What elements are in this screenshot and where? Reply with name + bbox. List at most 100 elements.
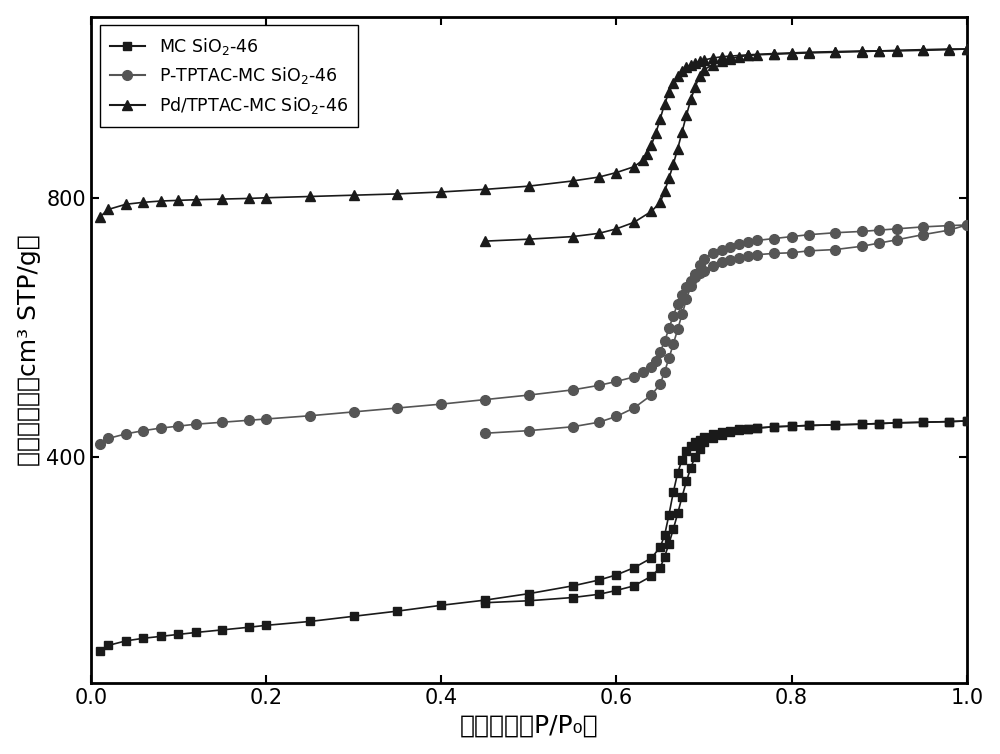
- Pd/TPTAC-MC SiO$_2$-46: [654, 115, 666, 124]
- Pd/TPTAC-MC SiO$_2$-46: [593, 173, 605, 182]
- Pd/TPTAC-MC SiO$_2$-46: [689, 58, 701, 67]
- MC SiO$_2$-46: [694, 435, 706, 444]
- P-TPTAC-MC SiO$_2$-46: [917, 230, 929, 239]
- MC SiO$_2$-46: [304, 617, 316, 626]
- MC SiO$_2$-46: [698, 433, 710, 442]
- Pd/TPTAC-MC SiO$_2$-46: [523, 182, 535, 191]
- P-TPTAC-MC SiO$_2$-46: [672, 299, 684, 308]
- P-TPTAC-MC SiO$_2$-46: [768, 249, 780, 258]
- P-TPTAC-MC SiO$_2$-46: [637, 368, 649, 377]
- MC SiO$_2$-46: [742, 425, 754, 434]
- Pd/TPTAC-MC SiO$_2$-46: [803, 48, 815, 57]
- MC SiO$_2$-46: [917, 418, 929, 427]
- Pd/TPTAC-MC SiO$_2$-46: [786, 48, 798, 57]
- Pd/TPTAC-MC SiO$_2$-46: [667, 78, 679, 87]
- P-TPTAC-MC SiO$_2$-46: [707, 262, 719, 271]
- Pd/TPTAC-MC SiO$_2$-46: [943, 44, 955, 54]
- P-TPTAC-MC SiO$_2$-46: [650, 356, 662, 365]
- P-TPTAC-MC SiO$_2$-46: [803, 247, 815, 256]
- MC SiO$_2$-46: [663, 510, 675, 520]
- P-TPTAC-MC SiO$_2$-46: [435, 400, 447, 409]
- Pd/TPTAC-MC SiO$_2$-46: [676, 66, 688, 75]
- MC SiO$_2$-46: [751, 424, 763, 433]
- Line: Pd/TPTAC-MC SiO$_2$-46: Pd/TPTAC-MC SiO$_2$-46: [95, 44, 971, 222]
- MC SiO$_2$-46: [348, 611, 360, 621]
- Pd/TPTAC-MC SiO$_2$-46: [716, 52, 728, 61]
- MC SiO$_2$-46: [260, 621, 272, 630]
- MC SiO$_2$-46: [645, 553, 657, 562]
- Pd/TPTAC-MC SiO$_2$-46: [260, 193, 272, 202]
- MC SiO$_2$-46: [803, 421, 815, 430]
- P-TPTAC-MC SiO$_2$-46: [676, 290, 688, 299]
- MC SiO$_2$-46: [94, 646, 106, 655]
- Pd/TPTAC-MC SiO$_2$-46: [663, 87, 675, 97]
- P-TPTAC-MC SiO$_2$-46: [751, 250, 763, 259]
- MC SiO$_2$-46: [120, 636, 132, 645]
- MC SiO$_2$-46: [593, 575, 605, 584]
- MC SiO$_2$-46: [689, 438, 701, 447]
- P-TPTAC-MC SiO$_2$-46: [628, 372, 640, 382]
- P-TPTAC-MC SiO$_2$-46: [873, 238, 885, 247]
- P-TPTAC-MC SiO$_2$-46: [102, 434, 114, 443]
- Pd/TPTAC-MC SiO$_2$-46: [768, 49, 780, 58]
- P-TPTAC-MC SiO$_2$-46: [680, 283, 692, 292]
- P-TPTAC-MC SiO$_2$-46: [724, 256, 736, 265]
- Pd/TPTAC-MC SiO$_2$-46: [94, 213, 106, 222]
- P-TPTAC-MC SiO$_2$-46: [698, 266, 710, 275]
- P-TPTAC-MC SiO$_2$-46: [856, 242, 868, 251]
- P-TPTAC-MC SiO$_2$-46: [216, 418, 228, 427]
- Pd/TPTAC-MC SiO$_2$-46: [742, 51, 754, 60]
- MC SiO$_2$-46: [391, 606, 403, 615]
- MC SiO$_2$-46: [672, 468, 684, 477]
- P-TPTAC-MC SiO$_2$-46: [733, 253, 745, 262]
- MC SiO$_2$-46: [891, 418, 903, 428]
- MC SiO$_2$-46: [856, 420, 868, 429]
- MC SiO$_2$-46: [172, 630, 184, 639]
- Y-axis label: 体积吸附量（cm³ STP/g）: 体积吸附量（cm³ STP/g）: [17, 234, 41, 466]
- P-TPTAC-MC SiO$_2$-46: [667, 311, 679, 320]
- MC SiO$_2$-46: [567, 581, 579, 590]
- P-TPTAC-MC SiO$_2$-46: [943, 225, 955, 234]
- P-TPTAC-MC SiO$_2$-46: [304, 411, 316, 420]
- P-TPTAC-MC SiO$_2$-46: [155, 424, 167, 433]
- P-TPTAC-MC SiO$_2$-46: [645, 363, 657, 372]
- Pd/TPTAC-MC SiO$_2$-46: [873, 47, 885, 56]
- MC SiO$_2$-46: [435, 601, 447, 610]
- P-TPTAC-MC SiO$_2$-46: [567, 385, 579, 394]
- Pd/TPTAC-MC SiO$_2$-46: [680, 63, 692, 72]
- P-TPTAC-MC SiO$_2$-46: [94, 439, 106, 448]
- Pd/TPTAC-MC SiO$_2$-46: [216, 195, 228, 204]
- MC SiO$_2$-46: [216, 625, 228, 634]
- P-TPTAC-MC SiO$_2$-46: [786, 248, 798, 257]
- MC SiO$_2$-46: [523, 589, 535, 598]
- P-TPTAC-MC SiO$_2$-46: [694, 269, 706, 278]
- Pd/TPTAC-MC SiO$_2$-46: [155, 197, 167, 206]
- MC SiO$_2$-46: [479, 596, 491, 605]
- Line: MC SiO$_2$-46: MC SiO$_2$-46: [96, 417, 971, 654]
- Pd/TPTAC-MC SiO$_2$-46: [567, 176, 579, 185]
- P-TPTAC-MC SiO$_2$-46: [479, 395, 491, 404]
- P-TPTAC-MC SiO$_2$-46: [689, 272, 701, 281]
- P-TPTAC-MC SiO$_2$-46: [137, 426, 149, 435]
- MC SiO$_2$-46: [733, 425, 745, 434]
- Pd/TPTAC-MC SiO$_2$-46: [724, 51, 736, 60]
- Pd/TPTAC-MC SiO$_2$-46: [641, 149, 653, 158]
- P-TPTAC-MC SiO$_2$-46: [593, 381, 605, 390]
- Pd/TPTAC-MC SiO$_2$-46: [243, 194, 255, 203]
- Pd/TPTAC-MC SiO$_2$-46: [435, 188, 447, 197]
- Pd/TPTAC-MC SiO$_2$-46: [685, 60, 697, 69]
- Pd/TPTAC-MC SiO$_2$-46: [120, 200, 132, 209]
- P-TPTAC-MC SiO$_2$-46: [742, 252, 754, 261]
- P-TPTAC-MC SiO$_2$-46: [391, 403, 403, 412]
- P-TPTAC-MC SiO$_2$-46: [891, 235, 903, 244]
- P-TPTAC-MC SiO$_2$-46: [716, 258, 728, 267]
- MC SiO$_2$-46: [961, 416, 973, 425]
- Pd/TPTAC-MC SiO$_2$-46: [707, 54, 719, 63]
- P-TPTAC-MC SiO$_2$-46: [348, 407, 360, 416]
- Pd/TPTAC-MC SiO$_2$-46: [628, 162, 640, 171]
- Pd/TPTAC-MC SiO$_2$-46: [304, 192, 316, 201]
- Line: P-TPTAC-MC SiO$_2$-46: P-TPTAC-MC SiO$_2$-46: [95, 220, 972, 449]
- P-TPTAC-MC SiO$_2$-46: [610, 377, 622, 386]
- P-TPTAC-MC SiO$_2$-46: [685, 277, 697, 286]
- MC SiO$_2$-46: [190, 628, 202, 637]
